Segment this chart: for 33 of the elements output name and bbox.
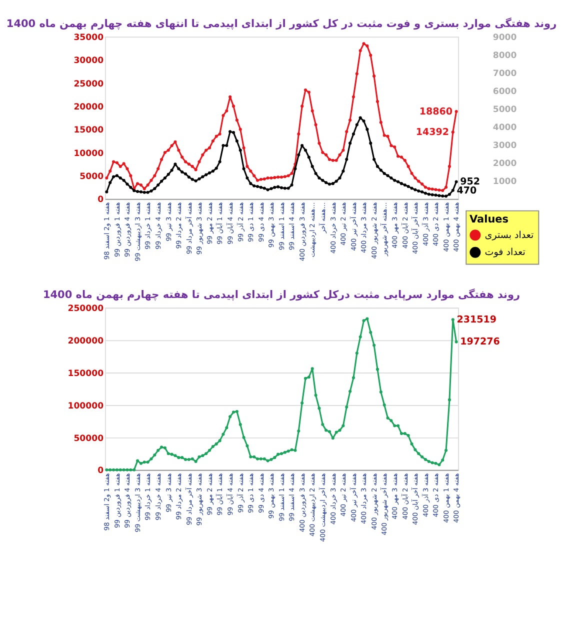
chart-title: روند هفتگی موارد بستری و فوت مثبت در کل کشور از ابتدای اپیدمی تا انتهای هفته چهارم بهمن ماه 1400	[6, 17, 557, 30]
y2-tick-label: 2000	[492, 159, 517, 170]
y-tick-label: 20000	[74, 102, 104, 113]
legend-label: تعداد بستری	[484, 230, 534, 242]
y-tick-label: 5000	[80, 172, 104, 182]
y2-tick-label: 4000	[492, 123, 517, 134]
y-tick-label: 100000	[68, 401, 104, 412]
data-label: 14392	[416, 127, 450, 138]
y-tick-label: 150000	[68, 368, 104, 379]
y2-tick-label: 9000	[492, 33, 517, 44]
data-label: 231519	[456, 314, 497, 326]
legend-label: تعداد فوت	[484, 247, 526, 258]
y2-tick-label: 5000	[492, 105, 517, 116]
y-tick-label: 250000	[68, 304, 104, 314]
y-tick-label: 15000	[74, 126, 104, 136]
y-tick-label: 0	[98, 195, 104, 206]
y2-tick-label: 7000	[492, 69, 517, 80]
legend-title: Values	[469, 214, 509, 226]
data-label: 197276	[460, 336, 500, 348]
y-tick-label: 200000	[68, 336, 104, 346]
y-tick-label: 50000	[74, 434, 104, 444]
y-tick-label: 25000	[74, 79, 104, 90]
y-tick-label: 0	[98, 466, 104, 476]
y-tick-label: 30000	[74, 56, 104, 66]
y-tick-label: 35000	[74, 33, 104, 44]
y-tick-label: 10000	[74, 148, 104, 159]
y2-tick-label: 6000	[492, 87, 517, 98]
chart-title: روند هفتگی موارد سرپایی مثبت درکل کشور از ابتدای اپیدمی تا هفته چهارم بهمن ماه 1400	[42, 288, 520, 302]
y2-tick-label: 8000	[492, 51, 517, 62]
y2-tick-label: 3000	[492, 141, 517, 152]
data-label: 470	[456, 185, 477, 196]
y2-tick-label: 1000	[492, 177, 517, 188]
data-label: 18860	[419, 106, 453, 118]
